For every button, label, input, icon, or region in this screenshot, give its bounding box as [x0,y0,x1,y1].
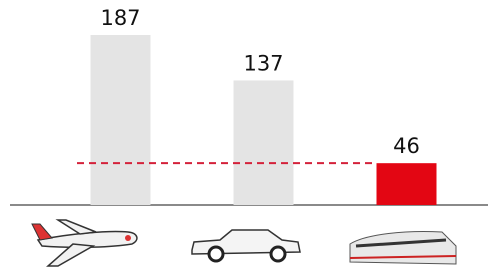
bar [234,80,294,205]
chart: 187 137 46 [0,0,488,272]
plane-icon [32,220,137,266]
car-icon [192,230,300,261]
value-label: 137 [243,51,283,75]
page: {"chart_data": {"type": "bar", "categori… [0,0,488,272]
bar [91,35,151,205]
bar [377,163,437,205]
value-label: 46 [393,134,420,158]
value-label: 187 [100,6,140,30]
train-icon [350,232,456,265]
